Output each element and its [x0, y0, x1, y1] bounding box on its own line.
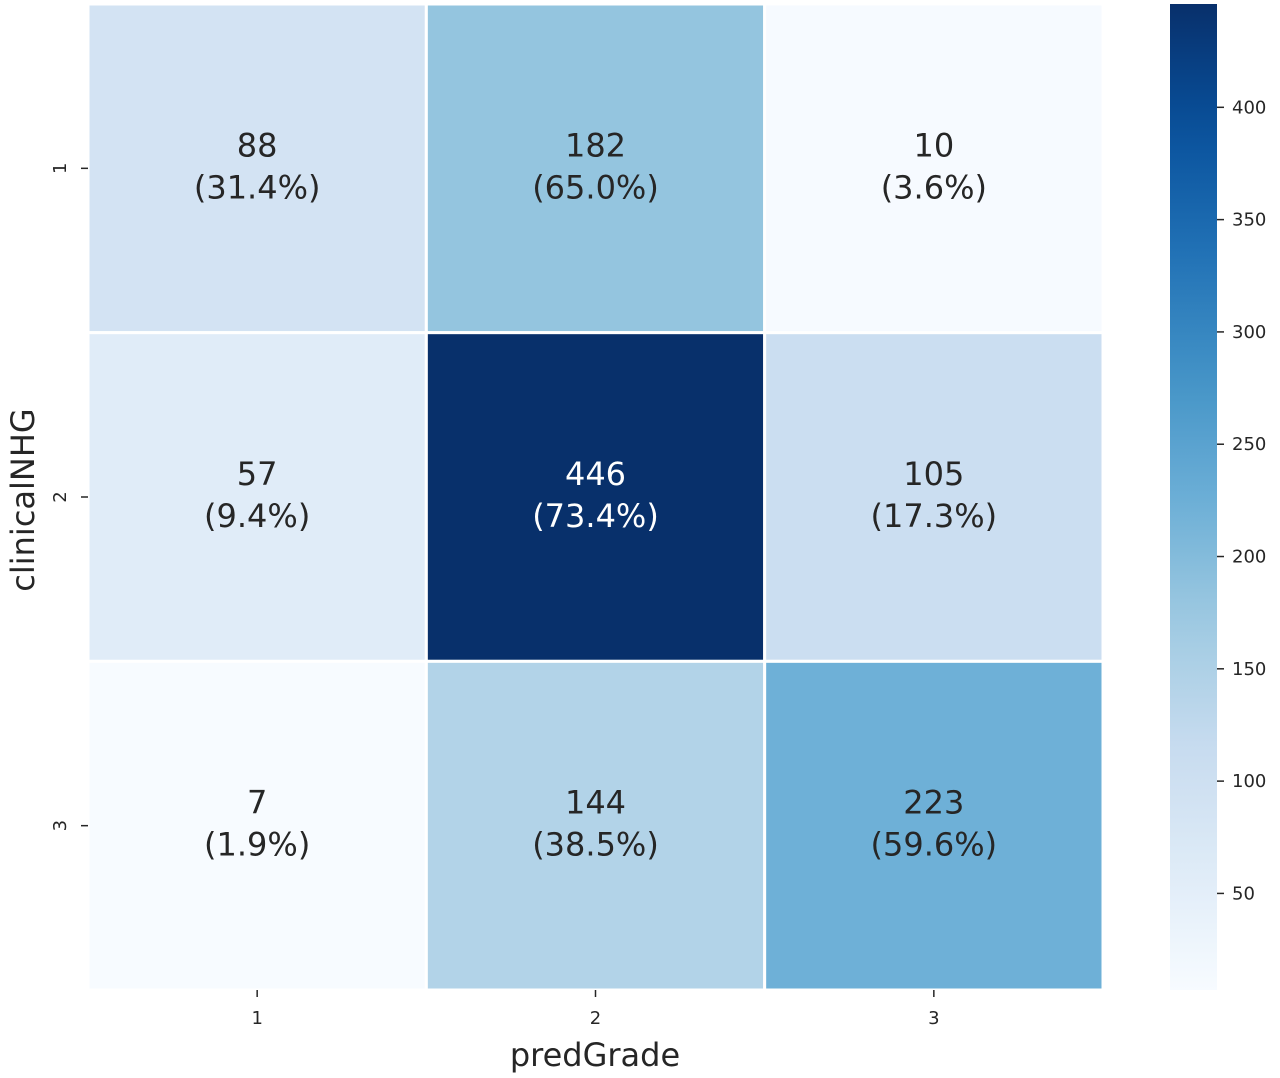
heatmap-cell: [86, 331, 428, 663]
colorbar-gradient: [1170, 4, 1217, 990]
cell-count-label: 57: [237, 455, 278, 493]
colorbar-tick-label: 400: [1232, 97, 1266, 118]
cell-percent-label: (38.5%): [532, 826, 659, 864]
cell-count-label: 182: [565, 126, 626, 164]
cell-percent-label: (17.3%): [871, 497, 998, 535]
colorbar-tick-label: 150: [1232, 659, 1266, 680]
cell-percent-label: (65.0%): [532, 168, 659, 206]
cell-percent-label: (73.4%): [532, 497, 659, 535]
colorbar-tick-label: 100: [1232, 771, 1266, 792]
x-tick-label: 3: [928, 1008, 939, 1029]
cell-percent-label: (31.4%): [194, 168, 321, 206]
x-axis-ticks: 1 2 3: [251, 990, 940, 1029]
colorbar: 50 100 150 200 250 300 350 400: [1170, 4, 1266, 990]
x-axis-label: predGrade: [510, 1036, 680, 1074]
x-tick-label: 2: [590, 1008, 601, 1029]
cell-percent-label: (59.6%): [871, 826, 998, 864]
cell-count-label: 223: [903, 784, 964, 822]
cell-count-label: 105: [903, 455, 964, 493]
heatmap-cell: [424, 2, 767, 335]
cell-percent-label: (3.6%): [881, 168, 987, 206]
colorbar-tick-label: 250: [1232, 434, 1266, 455]
cell-count-label: 446: [565, 455, 626, 493]
y-tick-label: 2: [50, 491, 71, 502]
heatmap-cell: [86, 2, 428, 335]
heatmap-cell: [424, 659, 767, 992]
colorbar-tick-label: 300: [1232, 322, 1266, 343]
colorbar-tick-label: 50: [1232, 883, 1255, 904]
y-axis-ticks: 1 2 3: [50, 163, 88, 831]
heatmap-cell: [763, 2, 1105, 335]
cell-count-label: 10: [913, 126, 954, 164]
heatmap-cells: 88 (31.4%) 182 (65.0%) 10 (3.6%) 57 (9.4%) 446 (7…: [86, 2, 1105, 992]
x-tick-label: 1: [251, 1008, 262, 1029]
heatmap-cell: [763, 331, 1105, 663]
heatmap-cell: [424, 331, 767, 663]
cell-count-label: 88: [237, 126, 278, 164]
cell-count-label: 7: [247, 784, 267, 822]
cell-percent-label: (9.4%): [204, 497, 310, 535]
y-tick-label: 1: [50, 163, 71, 174]
colorbar-tick-label: 200: [1232, 547, 1266, 568]
cell-percent-label: (1.9%): [204, 826, 310, 864]
y-tick-label: 3: [50, 820, 71, 831]
y-axis-label: clinicalNHG: [4, 408, 42, 591]
cell-count-label: 144: [565, 784, 626, 822]
colorbar-tick-label: 350: [1232, 210, 1266, 231]
